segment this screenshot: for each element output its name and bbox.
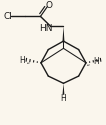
- Text: H: H: [93, 57, 99, 66]
- Text: ,,: ,,: [27, 58, 32, 64]
- Text: Cl: Cl: [4, 12, 12, 21]
- Text: O: O: [46, 1, 53, 10]
- Text: ,,: ,,: [87, 60, 92, 66]
- Text: H: H: [61, 94, 66, 103]
- Polygon shape: [63, 26, 64, 41]
- Polygon shape: [63, 83, 64, 95]
- Text: HN: HN: [39, 24, 53, 33]
- Text: H: H: [19, 56, 25, 65]
